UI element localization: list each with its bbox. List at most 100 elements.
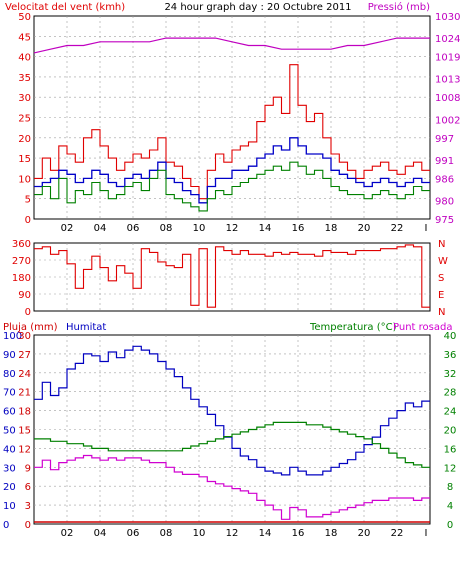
hour-tick-label: 12 [226, 223, 239, 234]
temperature-tick-label: 36 [444, 350, 457, 361]
wind-tick-label: 40 [18, 53, 31, 64]
wind-direction-line [34, 244, 430, 308]
wind-tick-label: 35 [18, 73, 31, 84]
pressure-tick-label: 975 [435, 215, 454, 226]
dewpoint-axis-label: Punt rosada [393, 322, 452, 333]
temperature-tick-label: 12 [444, 463, 457, 474]
hour-tick-label: 10 [193, 223, 206, 234]
pressure-line [33, 37, 430, 54]
hour-tick-label: 04 [94, 223, 107, 234]
compass-tick-label: N [438, 239, 445, 250]
hour-tick-label: 22 [391, 528, 404, 539]
hour-tick-label: 16 [292, 223, 305, 234]
humidity-tick-label: 10 [3, 501, 16, 512]
pressure-tick-label: 1019 [435, 53, 460, 64]
wind-tick-label: 10 [18, 174, 31, 185]
chart-title: 24 hour graph day : 20 Octubre 2011 [164, 2, 351, 13]
humidity-axis-label: Humitat [66, 322, 106, 333]
humidity-tick-label: 90 [3, 350, 16, 361]
humidity-tick-label: 80 [3, 369, 16, 380]
humidity-tick-label: 50 [3, 426, 16, 437]
temperature-tick-label: 24 [444, 407, 457, 418]
hour-tick-label: 20 [358, 528, 371, 539]
hour-ticks-bottom: 02 04 06 08 10 12 14 16 18 20 22 I [61, 528, 428, 539]
hour-tick-label: 16 [292, 528, 305, 539]
temperature-tick-label: 32 [444, 369, 457, 380]
temperature-tick-label: 8 [447, 482, 453, 493]
pressure-axis-label: Pressió (mb) [368, 1, 430, 13]
temperature-tick-label: 28 [444, 388, 457, 399]
wind-speed-ticks: 0 5 10 15 20 25 30 35 40 45 50 [18, 12, 31, 226]
wind-tick-label: 50 [18, 12, 31, 23]
wind-tick-label: 5 [25, 195, 31, 206]
hour-tick-label: 20 [358, 223, 371, 234]
hour-tick-label: 02 [61, 528, 74, 539]
hour-tick-label: 12 [226, 528, 239, 539]
hour-ticks-top: 02 04 06 08 10 12 14 16 18 20 22 I [61, 223, 428, 234]
hour-tick-label: 08 [160, 528, 173, 539]
rain-tick-label: 24 [18, 369, 31, 380]
pressure-tick-label: 997 [435, 134, 454, 145]
humidity-tick-label: 100 [3, 331, 22, 342]
compass-tick-label: E [438, 290, 444, 301]
wind-pressure-series [33, 37, 430, 212]
wind-tick-label: 0 [25, 215, 31, 226]
pressure-tick-label: 1030 [435, 12, 460, 23]
temperature-axis-label: Temperatura (°C) [309, 322, 397, 333]
humidity-tick-label: 40 [3, 444, 16, 455]
wind-pressure-grid [34, 16, 430, 219]
rain-axis-label: Pluja (mm) [3, 322, 58, 333]
pressure-tick-label: 1002 [435, 115, 460, 126]
hour-tick-label: 04 [94, 528, 107, 539]
wind-tick-label: 30 [18, 93, 31, 104]
temperature-ticks: 0 4 8 12 16 20 24 28 32 36 40 [444, 331, 457, 531]
wind-tick-label: 20 [18, 134, 31, 145]
hour-tick-label: 08 [160, 223, 173, 234]
wind-tick-label: 15 [18, 154, 31, 165]
rain-tick-label: 3 [25, 501, 31, 512]
rain-tick-label: 6 [25, 482, 31, 493]
compass-tick-label: W [438, 256, 448, 267]
pressure-tick-label: 991 [435, 156, 454, 167]
wind-direction-series [34, 244, 430, 308]
direction-tick-label: 0 [25, 307, 31, 318]
hour-tick-label: 22 [391, 223, 404, 234]
pressure-ticks: 975 980 986 991 997 1002 1008 1013 1019 1024 1030 [435, 12, 460, 226]
pressure-tick-label: 1024 [435, 34, 460, 45]
pressure-tick-label: 986 [435, 174, 454, 185]
wind-tick-label: 45 [18, 32, 31, 43]
humidity-tick-label: 20 [3, 482, 16, 493]
rain-tick-label: 9 [25, 463, 31, 474]
humidity-tick-label: 30 [3, 463, 16, 474]
hour-tick-label: 14 [259, 223, 272, 234]
wind-avg-line [34, 137, 430, 204]
rain-tick-label: 30 [18, 331, 31, 342]
compass-tick-label: S [438, 273, 444, 284]
wind-speed-line [34, 161, 430, 212]
hour-tick-label: 18 [325, 223, 338, 234]
direction-tick-label: 360 [12, 239, 31, 250]
direction-tick-label: 180 [12, 273, 31, 284]
temperature-tick-label: 20 [444, 426, 457, 437]
humidity-rain-ticks: 0 10 20 30 40 50 60 70 80 90 100 0 3 6 9 12 15 18 21 24 27 30 [3, 331, 31, 531]
hour-tick-label: I [425, 528, 428, 539]
rain-tick-label: 0 [25, 520, 31, 531]
humidity-temperature-series [34, 345, 430, 523]
rain-tick-label: 21 [18, 388, 31, 399]
hour-tick-label: I [425, 223, 428, 234]
hour-tick-label: 18 [325, 528, 338, 539]
wind-tick-label: 25 [18, 114, 31, 125]
rain-tick-label: 27 [18, 350, 31, 361]
direction-tick-label: 270 [12, 256, 31, 267]
rain-tick-label: 18 [18, 407, 31, 418]
rain-tick-label: 12 [18, 444, 31, 455]
temperature-line [34, 421, 430, 468]
hour-tick-label: 06 [127, 223, 140, 234]
hour-tick-label: 06 [127, 528, 140, 539]
rain-tick-label: 15 [18, 426, 31, 437]
dewpoint-line [34, 454, 430, 520]
humidity-tick-label: 70 [3, 388, 16, 399]
hour-tick-label: 10 [193, 528, 206, 539]
